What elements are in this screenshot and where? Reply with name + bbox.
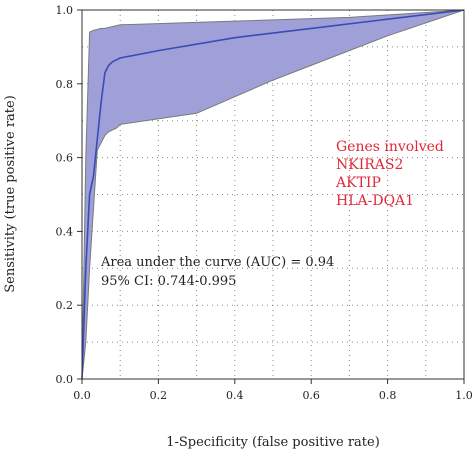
auc-annotation: Area under the curve (AUC) = 0.94: [100, 255, 334, 270]
gene-item-nkiras2: NKIRAS2: [336, 157, 403, 173]
confidence-band: [81, 9, 465, 380]
x-tick-label: 0.2: [150, 389, 168, 402]
x-tick-label: 0.0: [73, 389, 91, 402]
x-tick-label: 0.8: [379, 389, 397, 402]
y-tick-label: 0.4: [56, 225, 74, 238]
y-tick-label: 0.6: [56, 152, 74, 165]
gene-item-hla-dqa1: HLA-DQA1: [336, 193, 414, 209]
y-tick-label: 0.2: [56, 299, 74, 312]
y-axis-title: Sensitivity (true positive rate): [3, 95, 18, 293]
y-tick-label: 1.0: [56, 4, 74, 17]
x-tick-label: 1.0: [455, 389, 473, 402]
x-axis-ticks: 0.0 0.2 0.4 0.6 0.8 1.0: [73, 379, 473, 402]
gene-item-aktip: AKTIP: [335, 175, 381, 191]
y-axis-ticks: 0.0 0.2 0.4 0.6 0.8 1.0: [56, 4, 82, 386]
x-tick-label: 0.6: [302, 389, 320, 402]
plot-frame: [81, 9, 465, 380]
genes-title: Genes involved: [336, 139, 444, 155]
y-tick-label: 0.0: [56, 373, 74, 386]
x-tick-label: 0.4: [226, 389, 244, 402]
ci-annotation: 95% CI: 0.744-0.995: [101, 274, 236, 289]
x-axis-title: 1-Specificity (false positive rate): [166, 435, 380, 450]
y-tick-label: 0.8: [56, 78, 74, 91]
roc-curve-line: [81, 9, 465, 380]
